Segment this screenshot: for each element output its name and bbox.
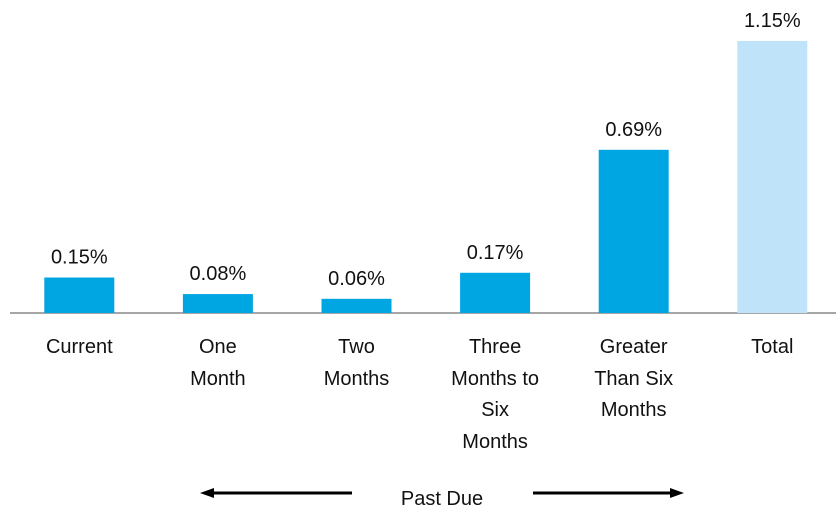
bar xyxy=(44,277,115,313)
x-tick-label: Two Months xyxy=(323,336,390,390)
bar xyxy=(321,298,392,313)
data-label: 0.08% xyxy=(190,263,247,285)
annotation: Past Due xyxy=(401,488,483,510)
data-label: 0.69% xyxy=(605,119,662,141)
bar xyxy=(737,41,808,313)
x-tick-label: One Month xyxy=(190,336,246,390)
x-tick-label: Greater Than Six Months xyxy=(594,336,674,421)
bar xyxy=(182,294,253,313)
data-label: 1.15% xyxy=(744,10,801,32)
data-label: 0.06% xyxy=(328,268,385,290)
bar xyxy=(598,149,669,313)
past-due-arrows xyxy=(200,488,684,498)
data-label: 0.17% xyxy=(467,242,524,264)
x-tick-label: Three Months to Six Months xyxy=(451,336,539,453)
bar xyxy=(460,272,531,313)
x-tick-label: Total xyxy=(751,336,794,358)
x-tick-label: Current xyxy=(45,336,113,358)
data-label: 0.15% xyxy=(51,247,108,269)
